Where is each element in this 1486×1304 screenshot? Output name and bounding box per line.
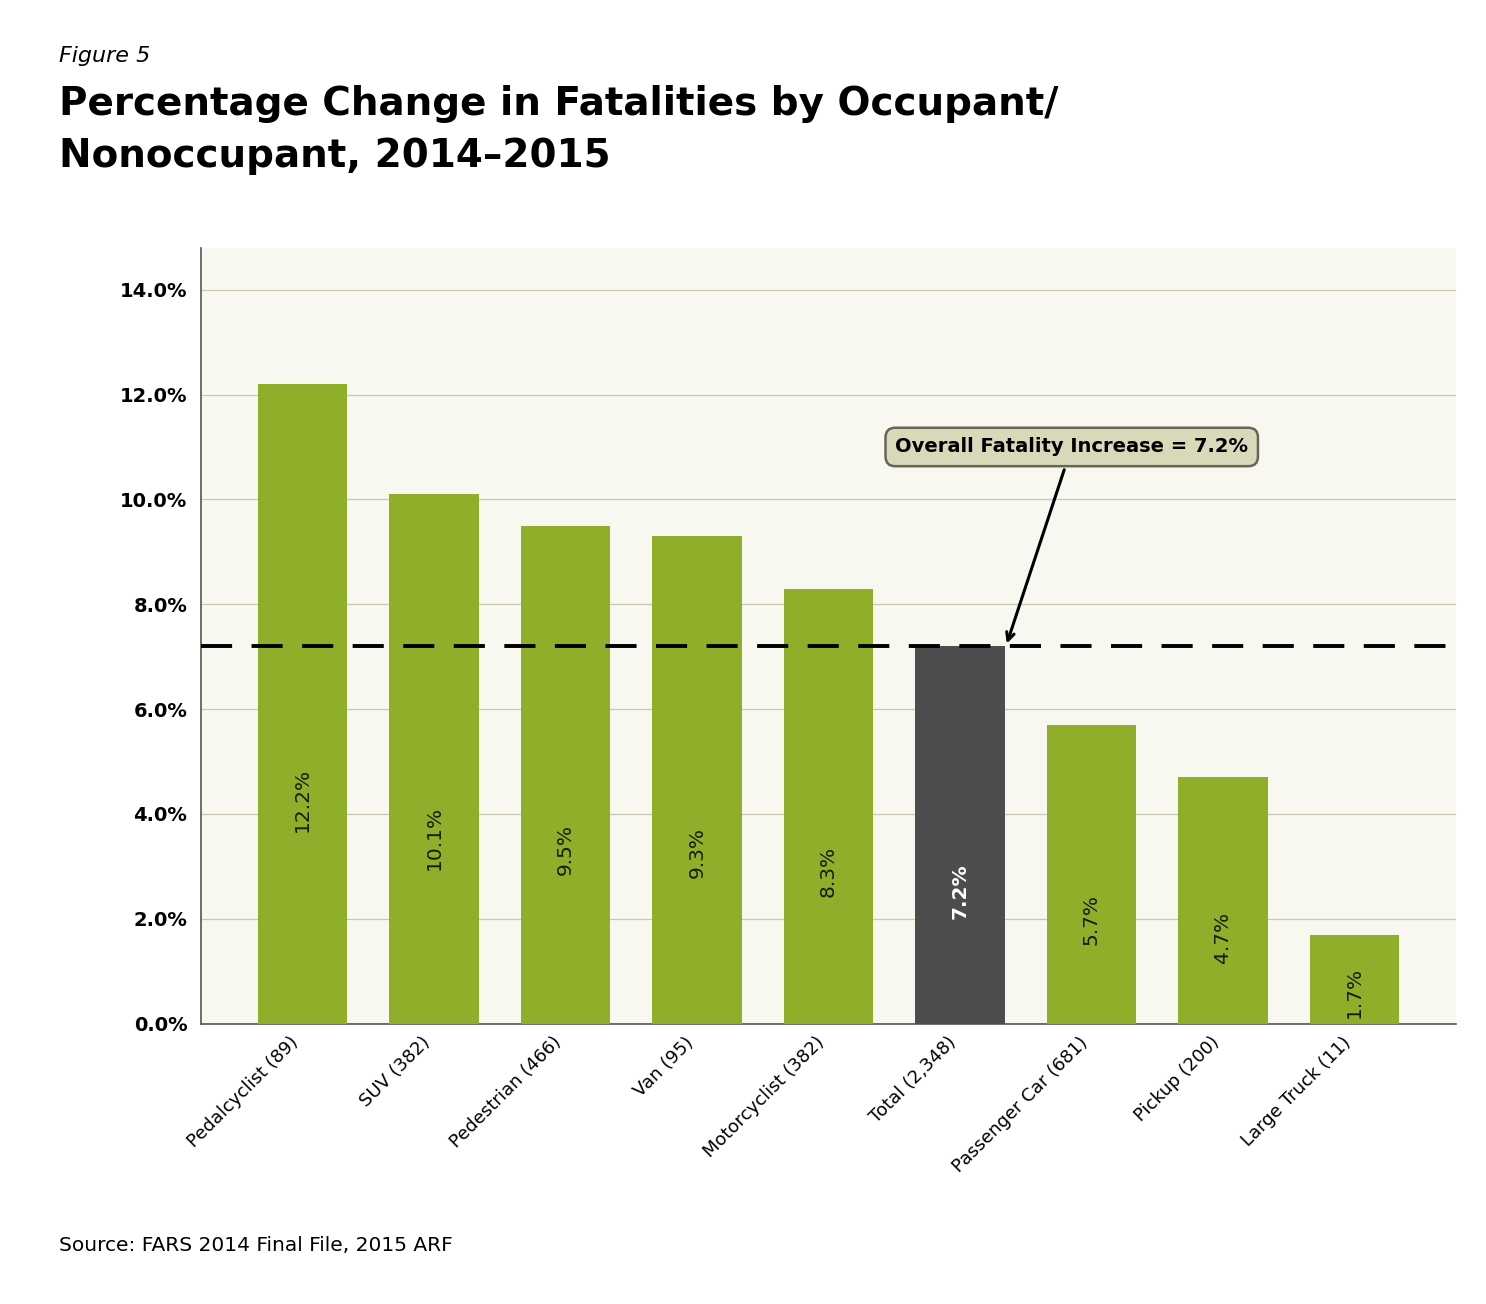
Bar: [783, 588, 874, 1024]
Text: 7.2%: 7.2%: [951, 863, 969, 919]
Text: 9.3%: 9.3%: [688, 828, 706, 879]
Bar: [1178, 777, 1268, 1024]
Bar: [257, 385, 348, 1024]
Bar: [520, 526, 611, 1024]
Bar: [1309, 935, 1400, 1024]
Text: Figure 5: Figure 5: [59, 46, 150, 65]
Text: 1.7%: 1.7%: [1345, 966, 1364, 1018]
Text: Percentage Change in Fatalities by Occupant/: Percentage Change in Fatalities by Occup…: [59, 85, 1060, 123]
Text: 8.3%: 8.3%: [819, 846, 838, 897]
Bar: [915, 647, 1005, 1024]
Text: Overall Fatality Increase = 7.2%: Overall Fatality Increase = 7.2%: [895, 437, 1248, 640]
Text: Source: FARS 2014 Final File, 2015 ARF: Source: FARS 2014 Final File, 2015 ARF: [59, 1236, 453, 1254]
Text: Nonoccupant, 2014–2015: Nonoccupant, 2014–2015: [59, 137, 611, 175]
Text: 12.2%: 12.2%: [293, 768, 312, 832]
Bar: [1046, 725, 1137, 1024]
Text: 4.7%: 4.7%: [1214, 911, 1232, 962]
Text: 10.1%: 10.1%: [425, 806, 443, 870]
Bar: [389, 494, 478, 1024]
Text: 9.5%: 9.5%: [556, 824, 575, 875]
Text: 5.7%: 5.7%: [1082, 893, 1101, 944]
Bar: [652, 536, 742, 1024]
